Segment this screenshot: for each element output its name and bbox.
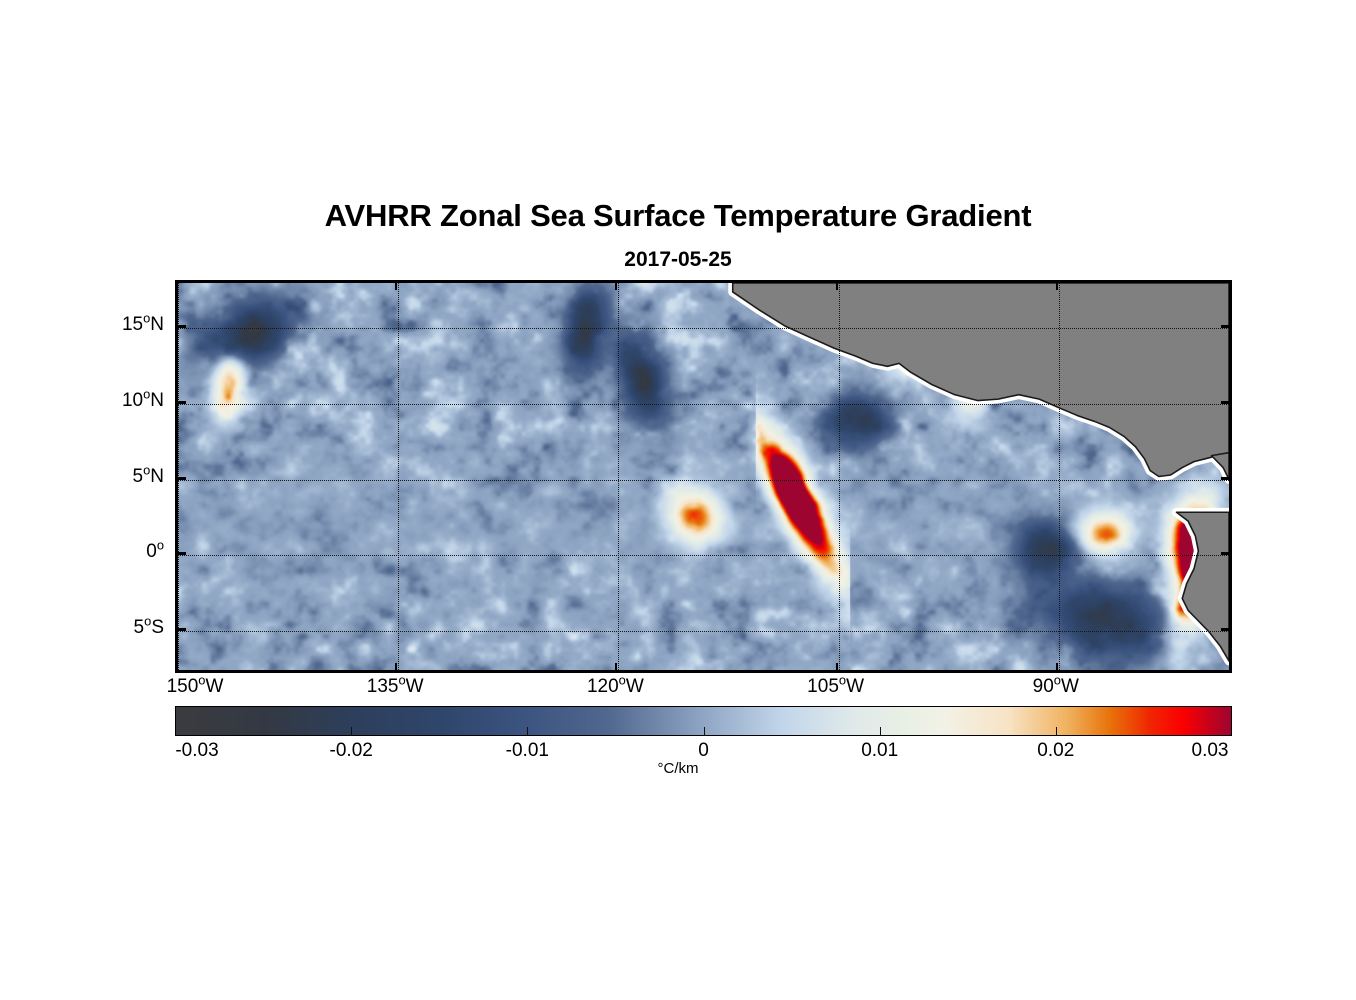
y-tick-mark-5°N bbox=[175, 476, 186, 480]
y-tick-label-15°N: 15oN bbox=[121, 310, 164, 336]
x-tick-label-135°W: 135oW bbox=[366, 672, 424, 697]
x-tick-label-150°W: 150oW bbox=[166, 672, 224, 697]
x-tick-mark-105°W bbox=[835, 663, 838, 673]
y-tick-mark-5°S bbox=[1221, 627, 1232, 631]
x-tick-label-120°W: 120oW bbox=[586, 672, 644, 697]
y-tick-mark-0° bbox=[175, 552, 186, 556]
x-tick-label-90°W: 90oW bbox=[1032, 672, 1079, 697]
colorbar-tick--0.01 bbox=[527, 727, 529, 736]
colorbar-tick--0.02 bbox=[351, 727, 353, 736]
chart-subtitle: 2017-05-25 bbox=[624, 248, 732, 271]
landmass-north-america bbox=[731, 283, 1229, 478]
x-tick-mark-120°W bbox=[615, 280, 618, 290]
y-tick-mark-0° bbox=[1221, 552, 1232, 556]
y-tick-label-5°S: 5oS bbox=[133, 613, 164, 638]
y-tick-label-10°N: 10oN bbox=[121, 386, 164, 411]
y-tick-mark-5°N bbox=[1221, 476, 1232, 480]
colorbar-tick-0.02 bbox=[1055, 727, 1057, 736]
colorbar-label-0.02: 0.02 bbox=[1037, 740, 1075, 761]
y-tick-mark-5°S bbox=[175, 627, 186, 631]
x-tick-mark-90°W bbox=[1055, 280, 1058, 290]
colorbar-tick-0.01 bbox=[879, 727, 881, 736]
x-tick-mark-105°W bbox=[835, 280, 838, 290]
landmass-panama-isthmus bbox=[1210, 451, 1229, 481]
y-tick-label-0°: 0o bbox=[146, 537, 164, 563]
colorbar-unit-label: °C/km bbox=[657, 760, 699, 777]
colorbar-label--0.03: -0.03 bbox=[175, 740, 219, 761]
colorbar-label--0.01: -0.01 bbox=[505, 740, 549, 761]
title-block: AVHRR Zonal Sea Surface Temperature Grad… bbox=[0, 200, 1356, 270]
y-tick-label-5°N: 5oN bbox=[132, 462, 165, 487]
x-tick-mark-150°W bbox=[175, 280, 177, 290]
y-tick-mark-15°N bbox=[175, 325, 186, 329]
colorbar-tick-0 bbox=[703, 727, 705, 736]
y-tick-mark-15°N bbox=[1221, 325, 1232, 329]
x-tick-mark-135°W bbox=[395, 280, 398, 290]
map-axes bbox=[175, 280, 1232, 673]
y-tick-mark-10°N bbox=[175, 400, 186, 404]
colorbar bbox=[175, 706, 1232, 736]
colorbar-label--0.02: -0.02 bbox=[329, 740, 373, 761]
colorbar-label-0.03: 0.03 bbox=[1191, 740, 1229, 761]
colorbar-label-0.01: 0.01 bbox=[861, 740, 899, 761]
y-tick-mark-10°N bbox=[1221, 400, 1232, 404]
x-tick-mark-120°W bbox=[615, 663, 618, 673]
x-tick-mark-150°W bbox=[175, 663, 177, 673]
landmass-south-america bbox=[1175, 511, 1229, 662]
colorbar-label-0: 0 bbox=[698, 740, 709, 761]
x-tick-label-105°W: 105oW bbox=[807, 672, 865, 697]
x-tick-mark-90°W bbox=[1055, 663, 1058, 673]
land-overlay bbox=[728, 283, 1229, 666]
page-title: AVHRR Zonal Sea Surface Temperature Grad… bbox=[324, 198, 1032, 233]
x-tick-mark-135°W bbox=[395, 663, 398, 673]
